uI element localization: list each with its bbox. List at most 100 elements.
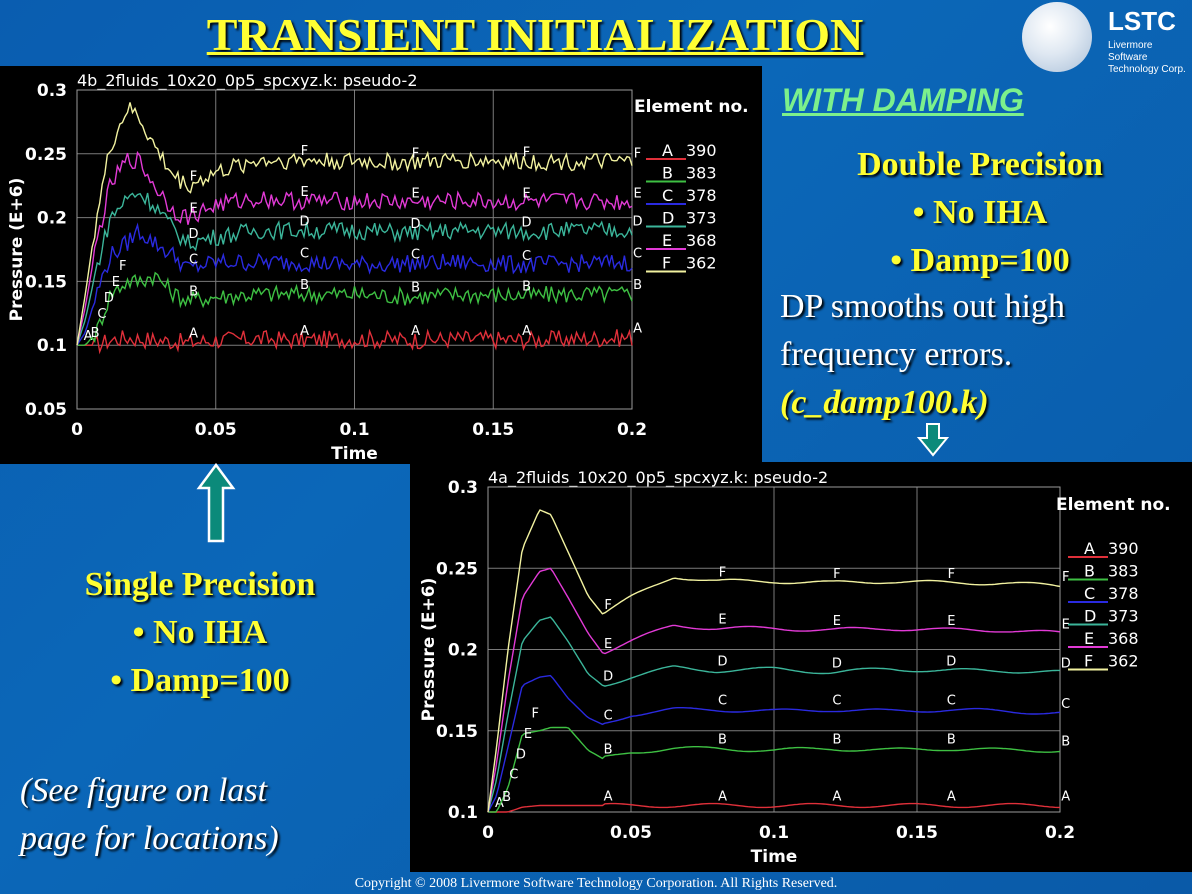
logo-name: LSTC: [1108, 6, 1176, 36]
series-marker-C: C: [832, 694, 841, 709]
dp-bullet-1: • No IHA: [912, 194, 1048, 231]
up-arrow-icon: [196, 462, 236, 543]
x-tick-label: 0: [71, 420, 83, 440]
y-tick-label: 0.2: [37, 209, 67, 229]
down-arrow-icon: [916, 423, 950, 457]
series-marker-B: B: [832, 733, 841, 748]
logo-subtitle: Livermore Software Technology Corp.: [1108, 40, 1190, 76]
series-marker-A: A: [411, 324, 420, 339]
legend-key-E: E: [662, 231, 672, 250]
dp-note-line-2: frequency errors.: [780, 336, 1013, 373]
series-marker-D: D: [633, 214, 643, 229]
legend-element-F: 362: [1108, 652, 1139, 671]
y-axis-label: Pressure (E+6): [419, 578, 439, 722]
series-marker-C: C: [633, 246, 642, 261]
legend-title: Element no.: [634, 97, 749, 117]
x-tick-label: 0: [482, 823, 494, 843]
slide-title: TRANSIENT INITIALIZATION: [206, 9, 864, 60]
with-damping-heading: WITH DAMPING: [782, 82, 1024, 118]
series-marker-F: F: [604, 598, 611, 613]
series-marker-C: C: [189, 253, 198, 268]
y-tick-label: 0.25: [25, 145, 67, 165]
series-marker-C: C: [522, 249, 531, 264]
series-line-F: [487, 509, 1061, 813]
y-axis-label: Pressure (E+6): [7, 178, 27, 322]
sp-heading: Single Precision: [84, 566, 316, 603]
series-line-B: [488, 726, 1061, 813]
series-marker-D: D: [300, 214, 310, 229]
logo-line-2: Technology Corp.: [1108, 64, 1186, 75]
plot-frame: [76, 89, 633, 410]
chart-title: 4b_2fluids_10x20_0p5_spcxyz.k: pseudo-2: [77, 71, 418, 91]
note-line-2: page for locations): [20, 820, 279, 857]
chart-single-precision: 4b_2fluids_10x20_0p5_spcxyz.k: pseudo-2 0…: [7, 71, 749, 464]
note-line-1: (See figure on last: [20, 772, 268, 809]
series-marker-C: C: [604, 708, 613, 723]
series-marker-C: C: [718, 694, 727, 709]
legend-key-D: D: [1084, 607, 1096, 626]
series-marker-A: A: [300, 324, 309, 339]
series-marker-E: E: [411, 186, 419, 201]
series-marker-F: F: [634, 147, 641, 162]
legend-element-C: 378: [686, 186, 717, 205]
lstc-logo: LSTC Livermore Software Technology Corp.: [1022, 2, 1190, 75]
series-line-E: [487, 567, 1061, 813]
series-marker-D: D: [946, 655, 956, 670]
series-marker-E: E: [522, 186, 530, 201]
series-marker-A: A: [604, 790, 613, 805]
series-marker-A: A: [947, 790, 956, 805]
series-marker-F: F: [523, 145, 530, 160]
series-marker-B: B: [522, 279, 531, 294]
series-marker-A: A: [718, 790, 727, 805]
series-marker-D: D: [189, 227, 199, 242]
legend-title: Element no.: [1056, 495, 1171, 515]
legend-element-A: 390: [1108, 539, 1139, 558]
series-marker-B: B: [300, 278, 309, 293]
series-marker-B: B: [411, 281, 420, 296]
series-marker-F: F: [301, 144, 308, 159]
chart-double-precision: 4a_2fluids_10x20_0p5_spcxyz.k: pseudo-2 0…: [419, 468, 1171, 867]
series-marker-A: A: [832, 790, 841, 805]
y-tick-label: 0.3: [448, 478, 478, 498]
x-tick-label: 0.15: [896, 823, 938, 843]
series-marker-E: E: [833, 614, 841, 629]
legend-element-E: 368: [1108, 629, 1139, 648]
series-marker-E: E: [1062, 617, 1070, 632]
series-marker-C: C: [1061, 697, 1070, 712]
globe-icon: [1022, 2, 1092, 72]
legend-key-B: B: [1084, 562, 1095, 581]
series-marker-C: C: [947, 694, 956, 709]
series-marker-F: F: [190, 170, 197, 185]
series-marker-D: D: [718, 655, 728, 670]
legend-element-A: 390: [686, 141, 717, 160]
series-line-C: [487, 674, 1061, 813]
copyright-footer: Copyright © 2008 Livermore Software Tech…: [354, 876, 838, 891]
series-marker-A: A: [522, 324, 531, 339]
series-marker-C: C: [300, 246, 309, 261]
sp-bullet-2: • Damp=100: [110, 662, 290, 699]
legend-key-A: A: [1084, 539, 1095, 558]
legend-element-D: 373: [1108, 607, 1139, 626]
y-tick-label: 0.2: [448, 641, 478, 661]
series-marker-A: A: [1061, 790, 1070, 805]
series-marker-D: D: [832, 656, 842, 671]
x-tick-label: 0.05: [195, 420, 237, 440]
series-marker-B: B: [502, 790, 511, 805]
dp-heading: Double Precision: [857, 146, 1103, 183]
y-tick-label: 0.05: [25, 400, 67, 420]
series-marker-B: B: [91, 326, 100, 341]
series-line-E: [76, 150, 633, 346]
x-tick-label: 0.05: [610, 823, 652, 843]
legend-element-D: 373: [686, 209, 717, 228]
legend-key-C: C: [662, 186, 673, 205]
series-marker-E: E: [300, 185, 308, 200]
y-tick-label: 0.3: [37, 81, 67, 101]
series-marker-B: B: [633, 278, 642, 293]
series-marker-D: D: [516, 747, 526, 762]
series-marker-B: B: [1061, 734, 1070, 749]
series-marker-E: E: [524, 727, 532, 742]
x-axis-label: Time: [751, 847, 798, 867]
dp-bullet-2: • Damp=100: [890, 242, 1070, 279]
series-marker-E: E: [604, 637, 612, 652]
legend-key-A: A: [662, 141, 673, 160]
